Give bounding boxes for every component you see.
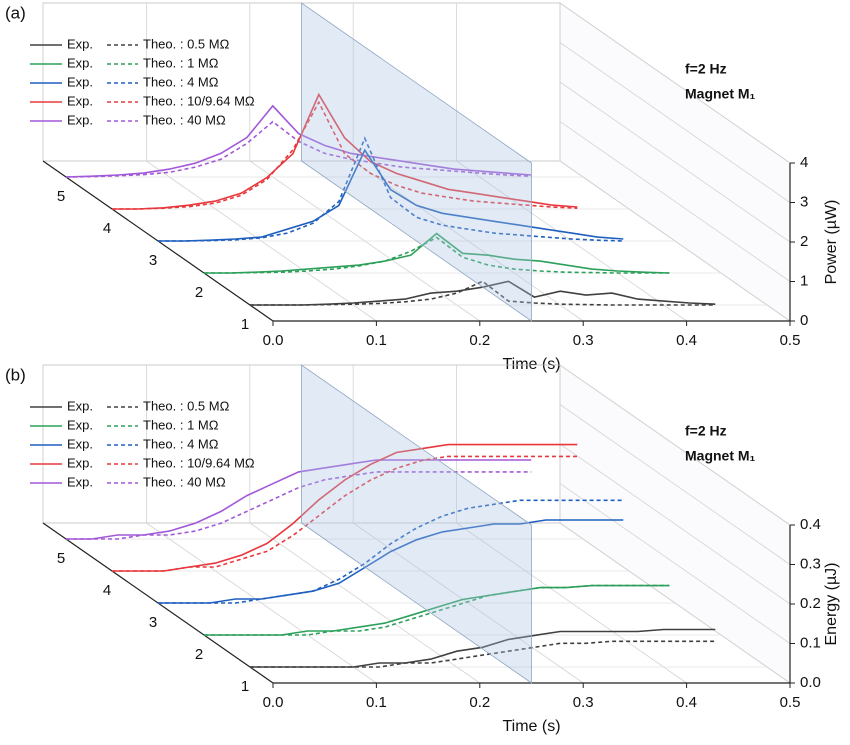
x-tick-label: 0.2 bbox=[469, 694, 490, 711]
legend-label: Exp. bbox=[67, 36, 93, 51]
trace bbox=[112, 92, 578, 210]
legend-label: Theo. : 4 MΩ bbox=[143, 436, 219, 451]
y-tick-label: 0.3 bbox=[800, 555, 821, 572]
y-tick-label: 0 bbox=[800, 312, 808, 329]
legend-label: Exp. bbox=[67, 55, 93, 70]
grid-line bbox=[559, 121, 791, 282]
grid-line bbox=[559, 2, 791, 164]
x-tick-label: 0.2 bbox=[469, 332, 490, 349]
legend-label: Theo. : 4 MΩ bbox=[143, 74, 219, 89]
grid-line bbox=[559, 81, 791, 243]
x-tick-label: 0.3 bbox=[573, 332, 594, 349]
legend-label: Theo. : 40 MΩ bbox=[143, 112, 226, 127]
x-tick-label: 0.5 bbox=[780, 694, 801, 711]
legend-label: Exp. bbox=[67, 93, 93, 108]
trace bbox=[204, 236, 670, 274]
legend-label: Exp. bbox=[67, 455, 93, 470]
legend-label: Exp. bbox=[67, 74, 93, 89]
grid-line bbox=[559, 483, 791, 644]
grid-line bbox=[559, 364, 791, 526]
x-tick-label: 0.3 bbox=[573, 694, 594, 711]
y-tick-label: 0.2 bbox=[800, 595, 821, 612]
annotation: Magnet M₁ bbox=[685, 86, 756, 102]
trace bbox=[250, 640, 716, 668]
trace bbox=[112, 455, 578, 572]
y-tick-label: 0.0 bbox=[800, 674, 821, 691]
annotation: f=2 Hz bbox=[685, 61, 727, 77]
z-tick-label: 5 bbox=[57, 550, 65, 567]
grid-line bbox=[559, 42, 791, 203]
legend-label: Exp. bbox=[67, 112, 93, 127]
legend-label: Theo. : 10/9.64 MΩ bbox=[143, 93, 255, 108]
z-tick-label: 3 bbox=[149, 252, 157, 269]
y-tick-label: 0.1 bbox=[800, 634, 821, 651]
trace bbox=[158, 499, 624, 604]
annotation: f=2 Hz bbox=[685, 423, 727, 439]
legend-label: Theo. : 1 MΩ bbox=[143, 417, 219, 432]
x-axis-label: Time (s) bbox=[502, 718, 560, 735]
trace bbox=[66, 471, 532, 540]
trace bbox=[65, 104, 532, 178]
x-tick-label: 0.5 bbox=[780, 332, 801, 349]
z-tick-label: 5 bbox=[57, 188, 65, 205]
trace bbox=[112, 100, 578, 210]
trace bbox=[158, 136, 624, 242]
z-tick-label: 1 bbox=[241, 678, 249, 695]
x-tick-label: 0.1 bbox=[366, 332, 387, 349]
legend-label: Theo. : 10/9.64 MΩ bbox=[143, 455, 255, 470]
y-tick-label: 3 bbox=[800, 193, 808, 210]
x-tick-label: 0.0 bbox=[263, 332, 284, 349]
trace bbox=[204, 232, 670, 274]
z-tick-label: 1 bbox=[241, 316, 249, 333]
legend-label: Exp. bbox=[67, 417, 93, 432]
grid-line bbox=[559, 404, 791, 565]
z-tick-label: 4 bbox=[103, 220, 111, 237]
y-axis-label: Power (µW) bbox=[823, 200, 840, 285]
z-tick-label: 3 bbox=[149, 614, 157, 631]
grid-line bbox=[559, 443, 791, 605]
x-tick-label: 0.1 bbox=[366, 694, 387, 711]
z-tick-label: 2 bbox=[195, 646, 203, 663]
trace bbox=[204, 584, 670, 636]
y-axis-label: Energy (µJ) bbox=[823, 562, 840, 645]
trace bbox=[250, 280, 716, 306]
x-tick-label: 0.4 bbox=[676, 694, 697, 711]
z-tick-label: 2 bbox=[195, 284, 203, 301]
annotation: Magnet M₁ bbox=[685, 448, 756, 464]
legend-label: Exp. bbox=[67, 398, 93, 413]
legend-label: Theo. : 40 MΩ bbox=[143, 474, 226, 489]
legend-label: Theo. : 1 MΩ bbox=[143, 55, 219, 70]
y-tick-label: 2 bbox=[800, 233, 808, 250]
panel-label: (b) bbox=[5, 365, 26, 384]
y-tick-label: 1 bbox=[800, 272, 808, 289]
slab bbox=[301, 2, 532, 322]
z-tick-label: 4 bbox=[103, 582, 111, 599]
y-tick-label: 4 bbox=[800, 154, 808, 171]
y-tick-label: 0.4 bbox=[800, 516, 821, 533]
legend-label: Theo. : 0.5 MΩ bbox=[143, 36, 230, 51]
trace bbox=[158, 519, 624, 604]
x-tick-label: 0.4 bbox=[676, 332, 697, 349]
slab bbox=[301, 364, 532, 684]
x-tick-label: 0.0 bbox=[263, 694, 284, 711]
legend-label: Exp. bbox=[67, 474, 93, 489]
legend-label: Exp. bbox=[67, 436, 93, 451]
legend-label: Theo. : 0.5 MΩ bbox=[143, 398, 230, 413]
panel-label: (a) bbox=[5, 3, 26, 22]
